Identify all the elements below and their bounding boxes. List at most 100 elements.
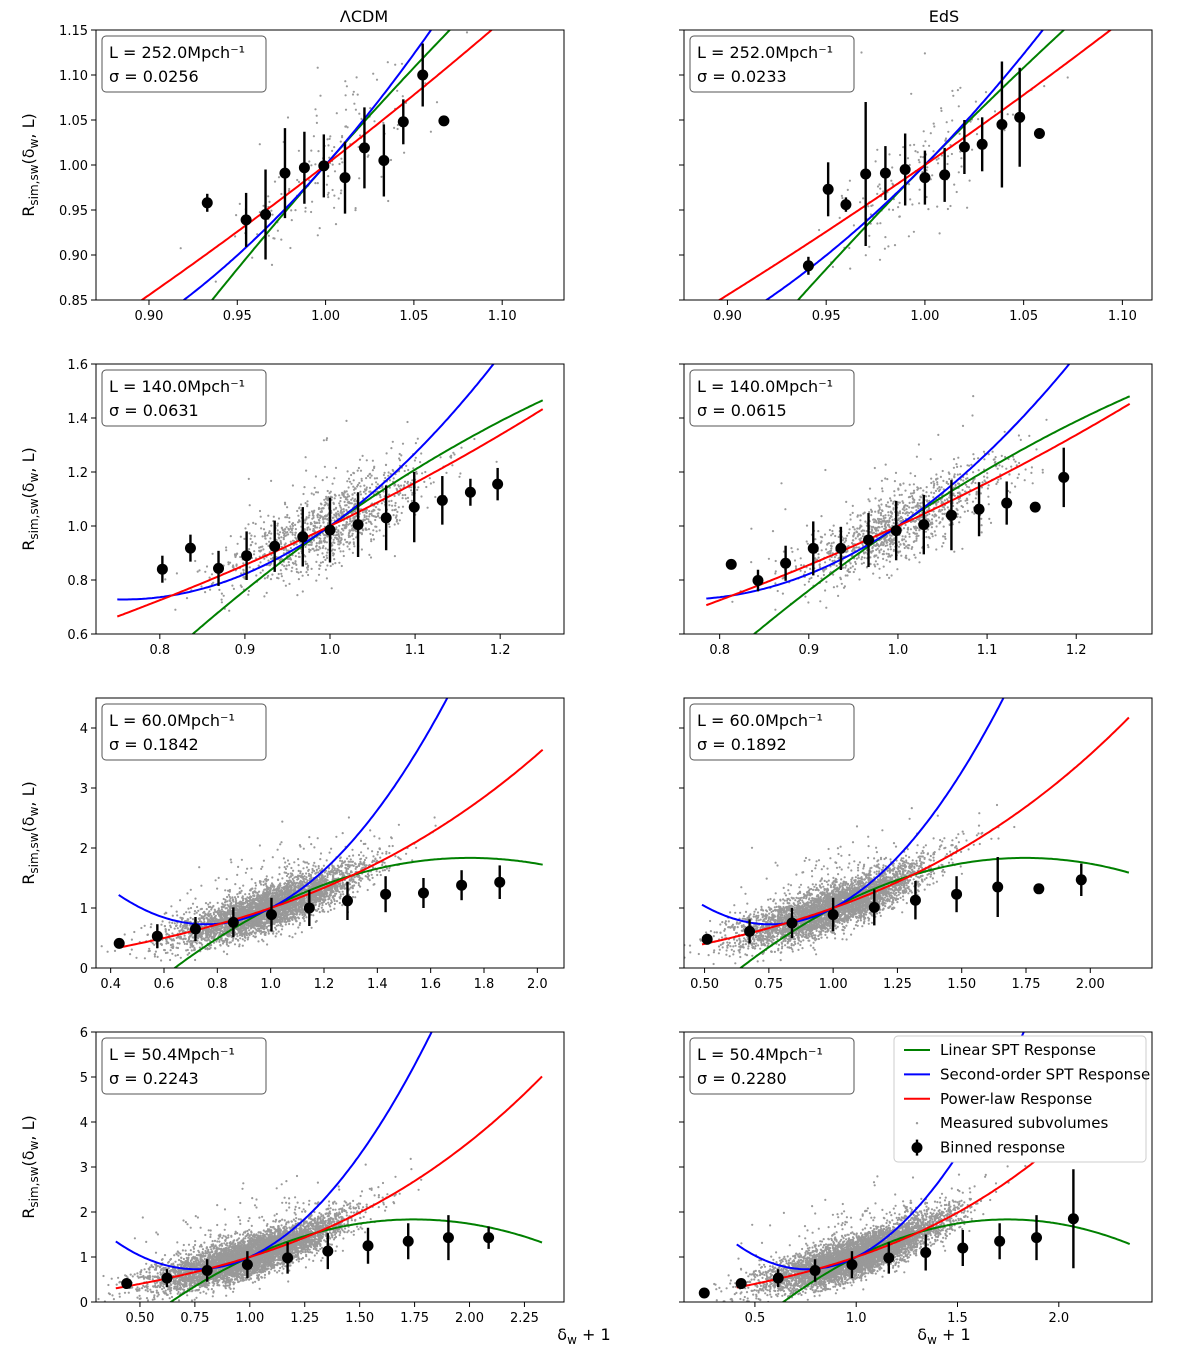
scatter-point	[902, 518, 905, 522]
scatter-point	[314, 182, 317, 185]
scatter-point	[915, 539, 918, 542]
scatter-point	[403, 151, 406, 154]
scatter-point	[279, 569, 282, 572]
scatter-point	[915, 537, 918, 540]
scatter-point	[875, 529, 878, 532]
scatter-point	[313, 520, 316, 524]
scatter-point	[325, 541, 328, 544]
scatter-point	[397, 484, 400, 487]
scatter-point	[794, 565, 798, 568]
scatter-point	[307, 516, 310, 519]
scatter-point	[262, 548, 265, 551]
scatter-point	[318, 902, 321, 905]
scatter-point	[339, 893, 342, 896]
scatter-point	[790, 547, 793, 550]
scatter-point	[306, 522, 309, 525]
scatter-point	[237, 895, 240, 899]
scatter-point	[958, 132, 961, 135]
scatter-point	[232, 587, 235, 591]
scatter-point	[247, 936, 250, 939]
scatter-point	[997, 478, 1000, 481]
scatter-point	[930, 526, 934, 529]
scatter-point	[333, 206, 336, 209]
binned-point	[417, 69, 429, 81]
scatter-point	[329, 564, 332, 568]
scatter-point	[252, 553, 256, 556]
scatter-point	[329, 495, 332, 498]
scatter-point	[283, 543, 286, 547]
scatter-point	[341, 904, 344, 907]
scatter-point	[311, 512, 315, 515]
binned-response	[156, 467, 504, 586]
scatter-point	[365, 459, 368, 462]
scatter-point	[339, 882, 342, 885]
scatter-point	[841, 539, 845, 542]
scatter-point	[961, 424, 965, 427]
scatter-point	[791, 550, 794, 553]
scatter-point	[893, 244, 897, 247]
scatter-point	[297, 869, 300, 873]
scatter-point	[208, 947, 211, 951]
scatter-point	[902, 146, 905, 149]
scatter-point	[383, 861, 386, 864]
scatter-subvolumes	[100, 816, 437, 968]
scatter-point	[960, 165, 963, 168]
scatter-point	[374, 518, 377, 522]
scatter-point	[318, 542, 321, 545]
scatter-point	[346, 470, 349, 473]
scatter-point	[393, 555, 396, 558]
scatter-point	[318, 540, 321, 543]
scatter-point	[879, 498, 883, 501]
scatter-point	[416, 437, 419, 440]
scatter-point	[917, 443, 921, 446]
scatter-point	[942, 479, 945, 482]
scatter-point	[981, 481, 984, 484]
y-tick-label: 0.90	[59, 249, 88, 264]
scatter-point	[1024, 468, 1027, 471]
scatter-point	[370, 540, 373, 543]
scatter-point	[198, 866, 201, 869]
scatter-point	[260, 527, 263, 530]
scatter-point	[892, 521, 895, 525]
scatter-point	[861, 544, 865, 547]
scatter-point	[279, 539, 282, 543]
scatter-point	[185, 597, 189, 600]
scatter-point	[287, 528, 291, 531]
scatter-point	[909, 520, 913, 524]
scatter-point	[294, 528, 297, 531]
scatter-point	[375, 477, 379, 480]
scatter-point	[967, 486, 971, 489]
scatter-point	[868, 510, 871, 514]
scatter-point	[238, 943, 241, 946]
scatter-point	[351, 534, 354, 537]
scatter-point	[351, 527, 354, 530]
scatter-point	[937, 433, 940, 436]
scatter-point	[411, 479, 414, 482]
scatter-point	[273, 180, 277, 183]
scatter-point	[243, 537, 246, 541]
scatter-point	[294, 555, 297, 558]
scatter-point	[272, 932, 275, 935]
scatter-point	[416, 488, 419, 491]
scatter-point	[914, 474, 917, 478]
scatter-point	[340, 537, 343, 540]
scatter-point	[371, 469, 374, 472]
binned-point	[899, 164, 911, 175]
scatter-point	[359, 485, 362, 488]
scatter-point	[325, 554, 328, 557]
scatter-point	[914, 519, 917, 523]
scatter-point	[851, 548, 855, 551]
scatter-point	[888, 517, 891, 520]
scatter-point	[310, 567, 313, 571]
scatter-point	[944, 139, 947, 142]
scatter-point	[933, 482, 936, 485]
scatter-point	[310, 926, 313, 929]
box-size-label: L = 140.0Mpch⁻¹	[109, 377, 245, 396]
scatter-point	[392, 514, 395, 517]
scatter-point	[351, 93, 355, 96]
scatter-point	[210, 573, 214, 576]
scatter-point	[358, 481, 361, 485]
power-law-curve	[140, 30, 494, 300]
scatter-point	[352, 538, 355, 541]
scatter-point	[940, 486, 943, 489]
